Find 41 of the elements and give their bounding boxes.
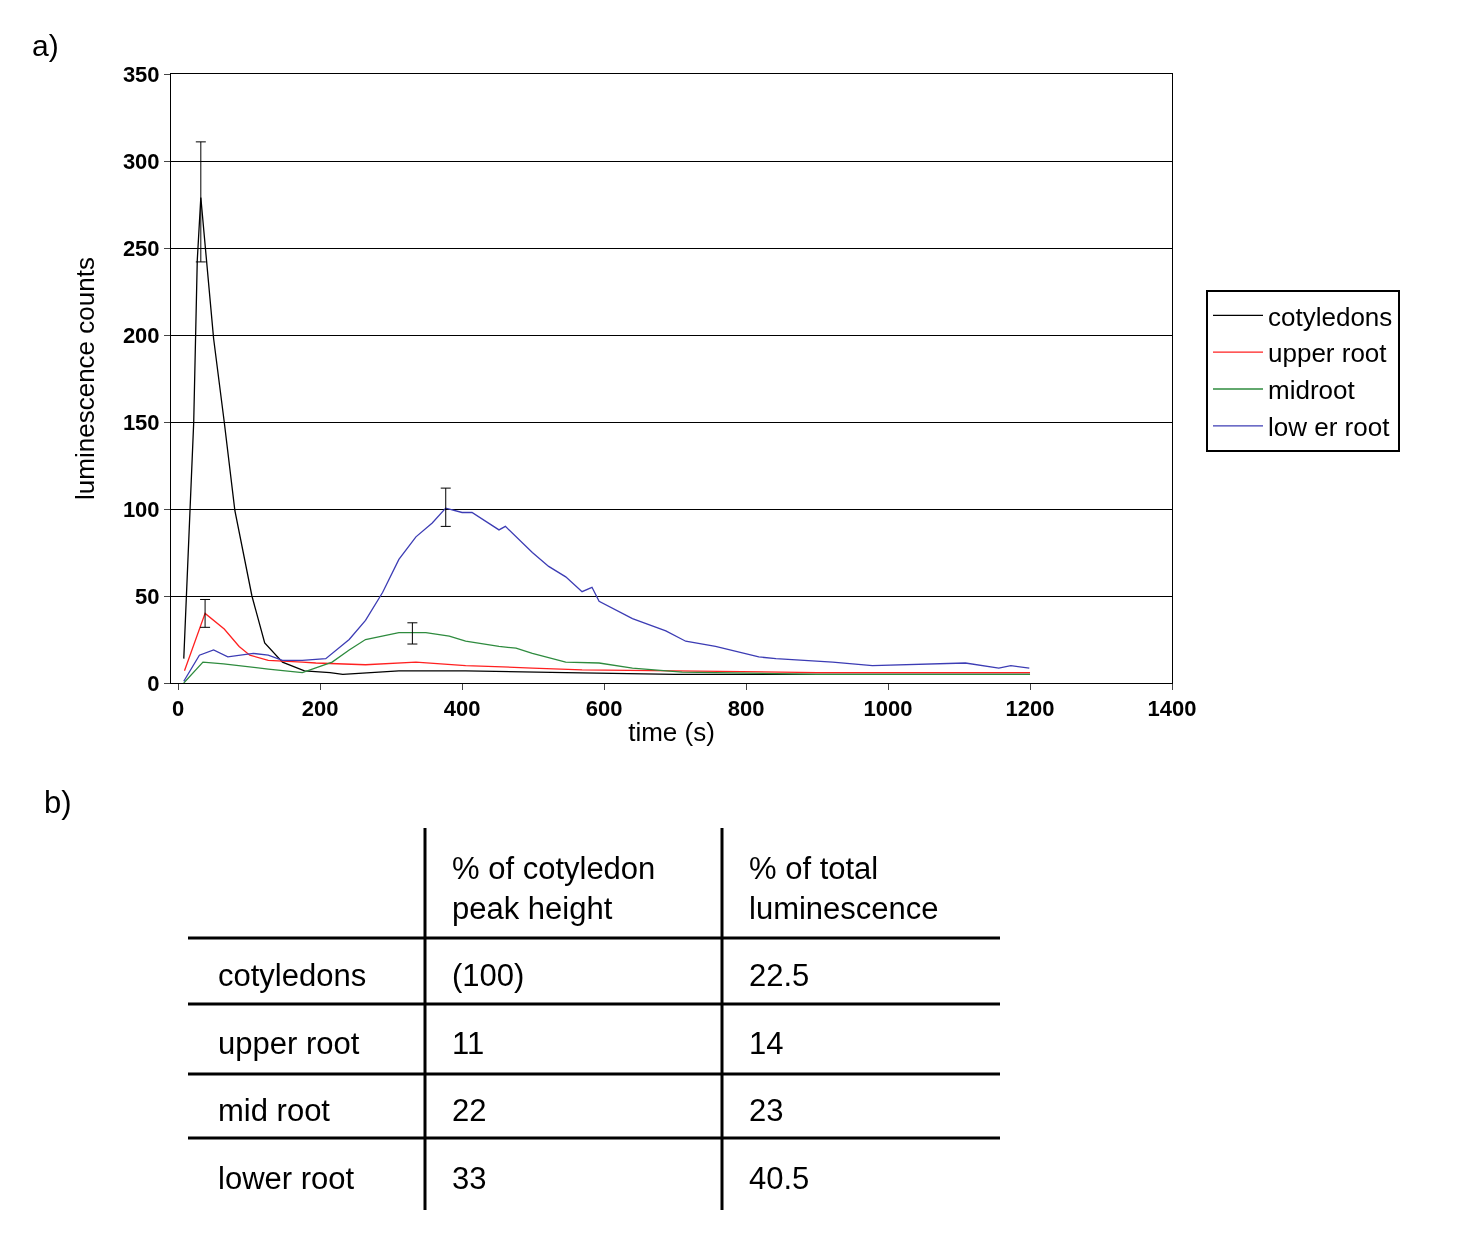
data-label: 23: [749, 1093, 784, 1128]
line-series: [183, 631, 1031, 683]
data-label: 22: [452, 1093, 487, 1128]
y-tick-label: 0: [147, 670, 160, 696]
x-tick-label: 400: [443, 696, 481, 722]
category-label: cotyledons: [218, 958, 367, 993]
x-tick-label: 600: [585, 696, 623, 722]
y-tick-label: 200: [122, 322, 160, 348]
data-label: 22.5: [749, 958, 810, 993]
x-axis-title: time (s): [628, 717, 715, 748]
y-tick-label: 50: [135, 583, 160, 609]
legend-label: upper root: [1268, 338, 1388, 369]
data-label: 40.5: [749, 1161, 810, 1196]
y-tick-label: 350: [122, 61, 160, 87]
data-label: 11: [452, 1026, 485, 1061]
chart-title: a): [32, 29, 59, 62]
x-tick-label: 1200: [1005, 696, 1055, 722]
line-series: [183, 612, 1031, 674]
category-label: upper root: [218, 1026, 360, 1061]
category-label: mid root: [218, 1093, 331, 1128]
legend-label: cotyledons: [1268, 301, 1393, 332]
x-tick-label: 0: [171, 696, 185, 722]
category-label: lower root: [218, 1161, 355, 1196]
y-tick-label: 150: [122, 409, 160, 435]
data-label: 33: [452, 1161, 487, 1196]
text: b): [44, 785, 72, 820]
y-tick-label: 100: [122, 496, 160, 522]
text: % of total luminescence: [749, 851, 939, 927]
y-axis-title: luminescence counts: [70, 257, 101, 500]
line-series: [183, 507, 1030, 682]
x-tick-label: 1000: [863, 696, 913, 722]
data-label: 14: [749, 1026, 784, 1061]
x-tick-label: 200: [301, 696, 339, 722]
y-tick-label: 300: [122, 148, 160, 174]
text: % of cotyledon peak height: [452, 851, 656, 927]
legend-label: low er root: [1268, 411, 1391, 442]
x-tick-label: 1400: [1147, 696, 1197, 722]
x-tick-label: 800: [727, 696, 765, 722]
data-label: (100): [452, 958, 525, 993]
y-tick-label: 250: [122, 235, 160, 261]
legend-label: midroot: [1268, 375, 1356, 406]
